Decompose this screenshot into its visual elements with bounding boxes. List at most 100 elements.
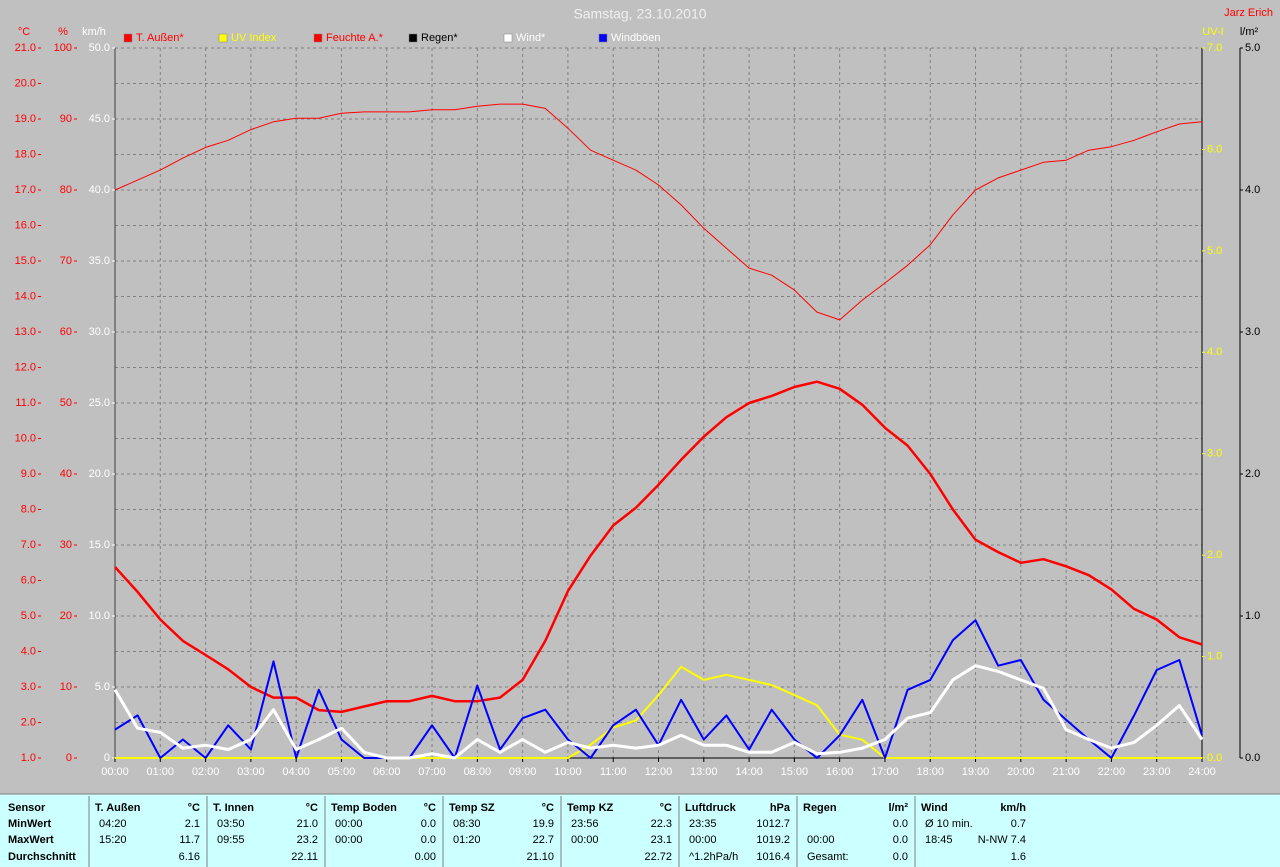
y-tick-label: 16.0 [15,219,36,231]
axis-unit: °C [18,26,30,38]
x-tick-label: 24:00 [1188,766,1216,778]
legend-label: T. Außen* [136,32,184,44]
y-tick-label: 30.0 [89,326,110,338]
x-tick-label: 11:00 [600,766,627,778]
legend-swatch [503,33,513,43]
x-tick-label: 22:00 [1098,766,1126,778]
cell-time: 18:45 [925,834,953,846]
legend-swatch [123,33,133,43]
cell-time: 04:20 [99,818,127,830]
y-tick-label: 12.0 [15,361,36,373]
group-name: T. Innen [213,802,254,814]
x-tick-label: 10:00 [554,766,582,778]
chart-title: Samstag, 23.10.2010 [573,6,706,22]
y-tick-label: 3.0 [1245,326,1260,338]
cell-value: 22.72 [644,851,672,863]
cell-time: 09:55 [217,834,245,846]
y-tick-label: 5.0 [21,610,36,622]
cell-value: N-NW 7.4 [978,834,1026,846]
y-tick-label: 0 [66,752,72,764]
y-tick-label: 7.0 [1207,42,1222,54]
cell-time: 15:20 [99,834,127,846]
y-tick-label: 21.0 [15,42,36,54]
x-tick-label: 03:00 [237,766,265,778]
cell-time: 00:00 [807,834,835,846]
cell-value: 0.0 [421,834,436,846]
x-tick-label: 04:00 [282,766,310,778]
y-tick-label: 2.0 [1245,468,1260,480]
x-tick-label: 12:00 [645,766,673,778]
group-name: Wind [921,802,948,814]
table-header: Sensor [8,802,46,814]
group-name: Temp Boden [331,802,397,814]
y-tick-label: 35.0 [89,255,110,267]
cell-value: 23.1 [651,834,672,846]
cell-value: 0.00 [415,851,436,863]
y-tick-label: 40 [60,468,72,480]
y-tick-label: 8.0 [21,503,36,515]
y-tick-label: 50.0 [89,42,110,54]
y-tick-label: 70 [60,255,72,267]
cell-time: 00:00 [689,834,717,846]
y-tick-label: 19.0 [15,113,36,125]
y-tick-label: 60 [60,326,72,338]
y-tick-label: 4.0 [21,645,36,657]
cell-value: 1012.7 [756,818,790,830]
cell-value: 6.16 [179,851,200,863]
cell-time: 08:30 [453,818,481,830]
group-unit: l/m² [888,802,908,814]
x-tick-label: 16:00 [826,766,854,778]
y-tick-label: 1.0 [21,752,36,764]
cell-value: 0.0 [421,818,436,830]
group-name: Temp KZ [567,802,614,814]
cell-value: 1019.2 [756,834,790,846]
x-tick-label: 01:00 [147,766,175,778]
y-tick-label: 30 [60,539,72,551]
cell-time: 00:00 [335,834,363,846]
x-tick-label: 05:00 [328,766,356,778]
y-tick-label: 45.0 [89,113,110,125]
y-tick-label: 100 [54,42,72,54]
y-tick-label: 2.0 [1207,549,1222,561]
legend-label: Wind* [516,32,546,44]
group-name: Regen [803,802,837,814]
legend-label: Regen* [421,32,458,44]
y-tick-label: 40.0 [89,184,110,196]
y-tick-label: 5.0 [1207,245,1222,257]
y-tick-label: 50 [60,397,72,409]
cell-value: 22.11 [291,851,318,863]
author: Jarz Erich [1224,7,1273,19]
legend-label: UV Index [231,32,277,44]
y-tick-label: 3.0 [1207,448,1222,460]
legend-label: Windböen [611,32,661,44]
group-unit: °C [542,802,554,814]
group-unit: °C [188,802,200,814]
group-unit: °C [424,802,436,814]
cell-time: Ø 10 min. [925,818,973,830]
axis-unit: l/m² [1240,26,1259,38]
y-tick-label: 25.0 [89,397,110,409]
y-tick-label: 18.0 [15,148,36,160]
cell-value: 0.0 [893,834,908,846]
x-tick-label: 13:00 [690,766,718,778]
axis-unit: % [58,26,68,38]
x-tick-label: 23:00 [1143,766,1171,778]
x-tick-label: 17:00 [871,766,899,778]
y-tick-label: 14.0 [15,290,36,302]
cell-value: 21.10 [526,851,554,863]
y-tick-label: 11.0 [15,397,36,409]
group-name: Luftdruck [685,802,737,814]
x-tick-label: 20:00 [1007,766,1035,778]
x-tick-label: 07:00 [418,766,446,778]
y-tick-label: 90 [60,113,72,125]
cell-time: 03:50 [217,818,245,830]
y-tick-label: 0.0 [1245,752,1260,764]
cell-value: 19.9 [533,818,554,830]
y-tick-label: 20.0 [89,468,110,480]
x-tick-label: 21:00 [1052,766,1080,778]
x-tick-label: 06:00 [373,766,401,778]
y-tick-label: 10 [60,681,72,693]
y-tick-label: 80 [60,184,72,196]
